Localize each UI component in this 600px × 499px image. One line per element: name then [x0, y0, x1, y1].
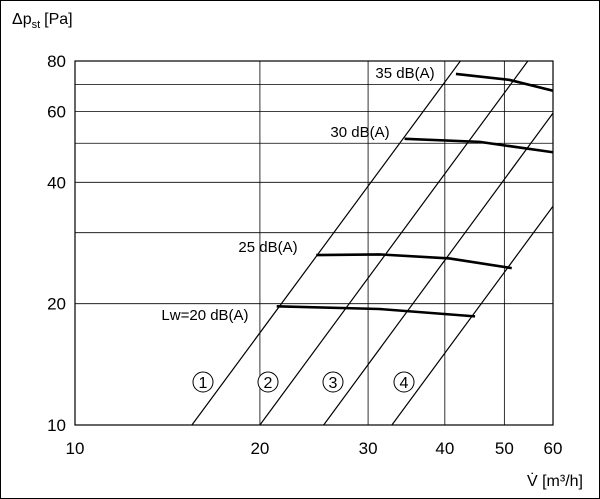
x-tick-label: 10: [66, 439, 85, 458]
curve-label: 30 dB(A): [330, 124, 389, 141]
sound-level-curve: [276, 305, 476, 318]
system-line: [191, 61, 461, 425]
line-number-circle: [393, 371, 415, 393]
x-tick-label: 40: [435, 439, 454, 458]
line-number-circle: [322, 371, 344, 393]
line-number: 1: [199, 375, 208, 392]
line-number: 3: [329, 375, 338, 392]
line-number-circle: [192, 371, 214, 393]
sound-level-curve: [455, 72, 553, 93]
line-number-circle: [257, 371, 279, 393]
curve-label: 25 dB(A): [238, 239, 297, 256]
plot-area: [191, 61, 553, 425]
curve-label: 35 dB(A): [375, 65, 434, 82]
sound-level-curve: [316, 253, 512, 270]
x-tick-label: 60: [544, 439, 563, 458]
y-tick-label: 80: [47, 52, 66, 71]
curve-label: Lw=20 dB(A): [161, 307, 248, 324]
y-tick-label: 10: [47, 416, 66, 435]
plot-border: [74, 60, 554, 426]
x-axis-label: V̇ [m³/h]: [527, 472, 583, 490]
y-label-main: Δp: [12, 11, 32, 28]
sound-level-curve: [404, 137, 553, 154]
y-tick-label: 40: [47, 173, 66, 192]
y-label-unit: [Pa]: [44, 11, 72, 28]
y-label-sub: st: [32, 19, 41, 31]
x-tick-label: 30: [359, 439, 378, 458]
y-tick-label: 60: [47, 102, 66, 121]
x-tick-label: 50: [495, 439, 514, 458]
line-number: 4: [400, 375, 409, 392]
system-line: [323, 112, 553, 425]
x-tick-label: 20: [250, 439, 269, 458]
line-number: 2: [264, 375, 273, 392]
system-line: [259, 61, 529, 425]
y-tick-label: 20: [47, 295, 66, 314]
y-axis-label: Δpst [Pa]: [12, 11, 73, 31]
